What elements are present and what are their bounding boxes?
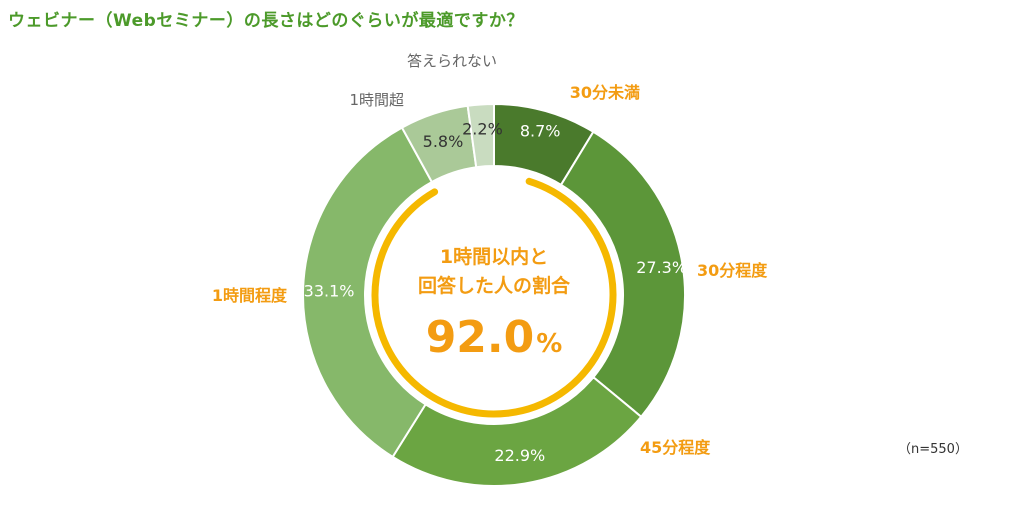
category-label-5: 1時間超	[349, 91, 404, 109]
center-value: 92.0	[426, 312, 535, 363]
value-label-1: 8.7%	[520, 121, 561, 140]
value-label-5: 5.8%	[423, 132, 464, 151]
sample-size-note: （n=550）	[898, 442, 968, 457]
value-label-4: 33.1%	[304, 281, 355, 300]
chart-title: ウェビナー（Webセミナー）の長さはどのぐらいが最適ですか？	[8, 11, 524, 31]
donut-slice-6	[466, 102, 495, 169]
center-percentage: 92.0%	[426, 312, 563, 363]
donut-slices	[302, 102, 686, 487]
value-label-6: 2.2%	[462, 119, 503, 138]
center-summary: 1時間以内と 回答した人の割合 92.0%	[418, 245, 571, 363]
center-line-1: 1時間以内と	[440, 245, 548, 268]
center-unit: %	[536, 329, 562, 359]
value-labels: 8.7% 27.3% 22.9% 33.1% 5.8%2.2%	[304, 119, 687, 465]
highlight-arc	[371, 177, 617, 418]
center-line-2: 回答した人の割合	[418, 274, 571, 297]
highlight-arc-group	[371, 177, 617, 418]
category-labels: 30分未満 30分程度 45分程度 1時間程度 1時間超 答えられない	[212, 52, 768, 457]
category-label-1: 30分未満	[570, 83, 640, 102]
category-label-4: 1時間程度	[212, 286, 288, 305]
category-label-2: 30分程度	[697, 261, 768, 280]
category-label-3: 45分程度	[640, 438, 711, 457]
donut-slice-4	[302, 126, 434, 459]
donut-slice-2	[559, 130, 686, 419]
category-label-6: 答えられない	[407, 52, 497, 70]
value-label-3: 22.9%	[494, 446, 545, 465]
value-label-2: 27.3%	[636, 258, 687, 277]
